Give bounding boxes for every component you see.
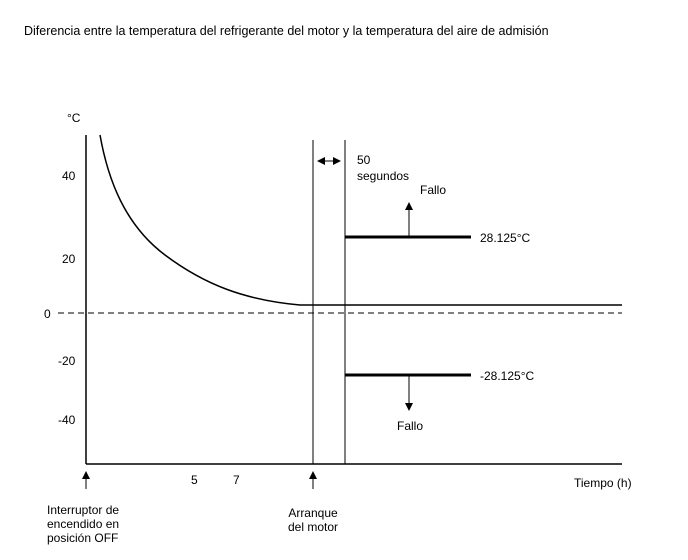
page-title: Diferencia entre la temperatura del refr… [24, 24, 549, 38]
interval-label-number: 50 [357, 153, 371, 167]
ignition-off-label-line-3: posición OFF [47, 531, 118, 545]
y-tick-minus-40: -40 [58, 413, 76, 427]
upper-threshold-label: 28.125°C [480, 231, 531, 245]
upper-fail-label: Fallo [420, 183, 446, 197]
y-unit-label: °C [67, 111, 81, 125]
x-tick-7: 7 [233, 473, 240, 487]
temperature-difference-curve [99, 134, 622, 306]
lower-fail-label: Fallo [397, 419, 423, 433]
engine-start-label-line-2: del motor [288, 520, 338, 534]
ignition-off-label-line-1: Interruptor de [47, 503, 119, 517]
x-axis-label: Tiempo (h) [574, 476, 632, 490]
y-tick-40: 40 [62, 169, 76, 183]
interval-label-unit: segundos [357, 169, 409, 183]
engine-start-label-line-1: Arranque [288, 506, 338, 520]
y-tick-0: 0 [44, 307, 51, 321]
x-tick-5: 5 [191, 473, 198, 487]
y-tick-minus-20: -20 [58, 354, 76, 368]
ignition-off-label-line-2: encendido en [47, 517, 119, 531]
lower-threshold-label: -28.125°C [480, 369, 534, 383]
y-tick-20: 20 [62, 252, 76, 266]
